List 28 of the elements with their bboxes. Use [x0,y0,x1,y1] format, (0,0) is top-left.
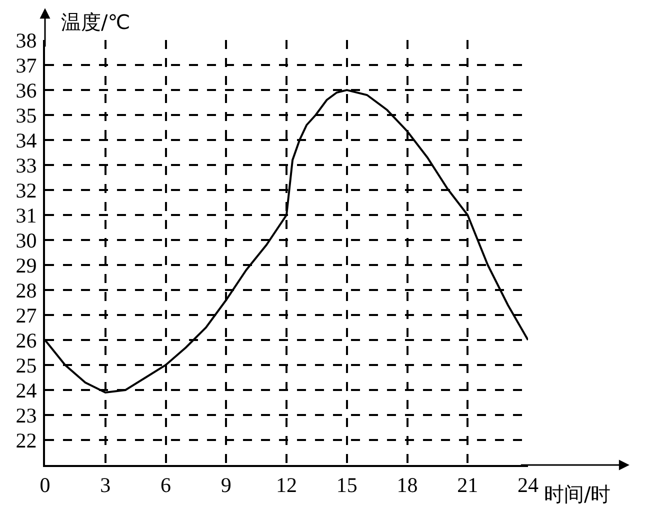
y-tick-label: 22 [16,428,37,452]
y-tick-label: 30 [16,228,37,252]
y-tick-label: 35 [16,103,37,128]
y-tick-label: 25 [16,353,37,378]
y-tick-label: 27 [16,303,37,328]
x-tick-label: 3 [100,473,111,498]
x-tick-label: 24 [518,473,539,498]
y-tick-label: 24 [16,378,38,402]
y-tick-label: 28 [16,278,37,302]
y-tick-label: 32 [16,178,37,202]
y-tick-label: 37 [16,53,37,78]
x-tick-label: 18 [396,473,418,498]
y-tick-label: 29 [16,253,37,278]
x-tick-label: 6 [160,473,171,498]
y-tick-label: 38 [16,28,37,52]
y-tick-label: 31 [16,203,37,228]
x-tick-label: 21 [457,473,478,498]
y-tick-label: 33 [16,153,37,178]
y-tick-label: 23 [16,403,37,428]
y-tick-label: 26 [16,328,37,352]
x-tick-label: 12 [276,473,297,498]
y-axis-title: 温度/℃ [61,10,130,34]
x-tick-label: 15 [336,473,358,498]
y-tick-label: 36 [16,78,37,102]
x-axis-title: 时间/时 [544,482,611,506]
y-tick-label: 34 [16,128,38,152]
x-tick-label: 9 [220,473,232,498]
x-tick-label: 0 [40,473,50,498]
